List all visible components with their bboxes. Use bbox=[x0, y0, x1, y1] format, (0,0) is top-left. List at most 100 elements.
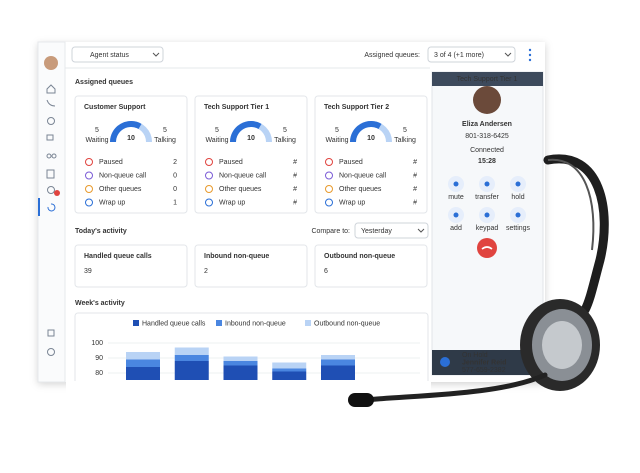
call-button-label: settings bbox=[506, 225, 531, 232]
section-title: Assigned queues bbox=[75, 79, 133, 86]
bar-segment bbox=[174, 355, 209, 361]
stat-icon bbox=[325, 158, 333, 166]
stat-card bbox=[194, 244, 308, 288]
call-button-label: hold bbox=[511, 194, 524, 201]
call-button-icon bbox=[484, 212, 490, 218]
compare-dropdown[interactable] bbox=[354, 222, 429, 239]
talking-label: Talking bbox=[394, 137, 416, 144]
panel-queue: Tech Support Tier 1 bbox=[457, 76, 518, 83]
bar-segment bbox=[272, 371, 307, 380]
bar-segment bbox=[174, 361, 209, 380]
bar-segment bbox=[223, 365, 258, 380]
plot-area bbox=[126, 347, 355, 380]
call-button-icon bbox=[484, 181, 490, 187]
waiting-label: Waiting bbox=[85, 137, 108, 144]
compare-label: Compare to: bbox=[311, 228, 350, 235]
stat-label: Non-queue call bbox=[219, 172, 267, 179]
call-button-label: keypad bbox=[476, 225, 499, 232]
queue-name: Tech Support Tier 2 bbox=[324, 104, 389, 111]
call-button-icon bbox=[453, 181, 459, 187]
caller-name: Eliza Andersen bbox=[462, 121, 512, 128]
headset bbox=[348, 154, 609, 407]
stat-icon bbox=[205, 171, 213, 180]
waiting: 5 bbox=[215, 127, 219, 134]
legend-swatch bbox=[305, 320, 311, 326]
stat-label: Wrap up bbox=[339, 199, 365, 206]
call-button-label: mute bbox=[448, 194, 464, 201]
queue-name: Tech Support Tier 1 bbox=[204, 104, 269, 111]
y-tick-label: 100 bbox=[91, 340, 103, 347]
sidebar-icons[interactable] bbox=[46, 84, 57, 356]
stat-value: # bbox=[293, 199, 297, 206]
stat-icon bbox=[85, 198, 93, 207]
total: 10 bbox=[127, 135, 135, 142]
legend-label: Outbound non-queue bbox=[314, 320, 380, 327]
stat-icon bbox=[205, 185, 213, 193]
compare-value: Yesterday bbox=[361, 228, 392, 235]
stat-value: # bbox=[413, 199, 417, 206]
hold-phone: 577-659-2382 bbox=[462, 367, 506, 374]
stat-value: 39 bbox=[84, 268, 92, 275]
waiting: 5 bbox=[95, 127, 99, 134]
stat-value: 2 bbox=[173, 159, 177, 166]
queue-card bbox=[314, 95, 428, 214]
stat-label: Non-queue call bbox=[339, 172, 387, 179]
legend-swatch bbox=[133, 320, 139, 326]
stat-label: Inbound non-queue bbox=[204, 253, 269, 260]
stat-icon bbox=[325, 171, 333, 180]
stat-icon bbox=[325, 198, 333, 207]
queues-dropdown[interactable] bbox=[427, 46, 516, 63]
chevron bbox=[504, 52, 512, 57]
stat-value: 0 bbox=[173, 186, 177, 193]
legend-swatch bbox=[216, 320, 222, 326]
stat-value: 1 bbox=[173, 199, 177, 206]
bar-segment bbox=[321, 359, 355, 366]
stat-value: 2 bbox=[204, 268, 208, 275]
talking: 5 bbox=[163, 127, 167, 134]
legend-label: Inbound non-queue bbox=[225, 320, 286, 327]
bar-segment bbox=[126, 352, 160, 360]
stat-value: # bbox=[293, 172, 297, 179]
waiting: 5 bbox=[335, 127, 339, 134]
total: 10 bbox=[247, 135, 255, 142]
y-tick-label: 80 bbox=[95, 370, 103, 377]
call-button-label: add bbox=[450, 225, 462, 232]
queue-name: Customer Support bbox=[84, 104, 146, 111]
more-menu[interactable] bbox=[528, 48, 532, 62]
bar-segment bbox=[321, 355, 355, 360]
talking-label: Talking bbox=[274, 137, 296, 144]
stat-label: Paused bbox=[219, 159, 243, 166]
bar-segment bbox=[126, 359, 160, 367]
stat-icon bbox=[325, 185, 333, 193]
stat-icon bbox=[205, 198, 213, 207]
stat-icon bbox=[205, 158, 213, 166]
total: 10 bbox=[367, 135, 375, 142]
stat-card bbox=[314, 244, 428, 288]
stat-icon bbox=[85, 171, 93, 180]
hold-name: Jennifer Reid bbox=[462, 359, 506, 366]
stat-label: Other queues bbox=[219, 186, 262, 193]
user-avatar[interactable] bbox=[44, 56, 58, 70]
stat-label: Wrap up bbox=[99, 199, 125, 206]
agent-status-dropdown[interactable] bbox=[71, 46, 164, 63]
chevron bbox=[152, 52, 160, 57]
queue-card bbox=[194, 95, 308, 214]
stat-value: 6 bbox=[324, 268, 328, 275]
call-button-label: transfer bbox=[475, 194, 499, 201]
hangup-button[interactable] bbox=[477, 238, 497, 258]
badge bbox=[54, 190, 60, 196]
gauge-fill bbox=[110, 121, 142, 143]
stat-label: Handled queue calls bbox=[84, 253, 152, 260]
y-tick-label: 90 bbox=[95, 355, 103, 362]
call-button-icon bbox=[453, 212, 459, 218]
gauge-fill bbox=[230, 121, 262, 143]
bar-segment bbox=[174, 347, 209, 355]
caller-phone: 801-318-6425 bbox=[465, 133, 509, 140]
stat-label: Paused bbox=[339, 159, 363, 166]
hangup-icon bbox=[481, 246, 493, 250]
talking: 5 bbox=[283, 127, 287, 134]
legend-label: Handled queue calls bbox=[142, 320, 206, 327]
stat-label: Other queues bbox=[339, 186, 382, 193]
stat-value: 0 bbox=[173, 172, 177, 179]
